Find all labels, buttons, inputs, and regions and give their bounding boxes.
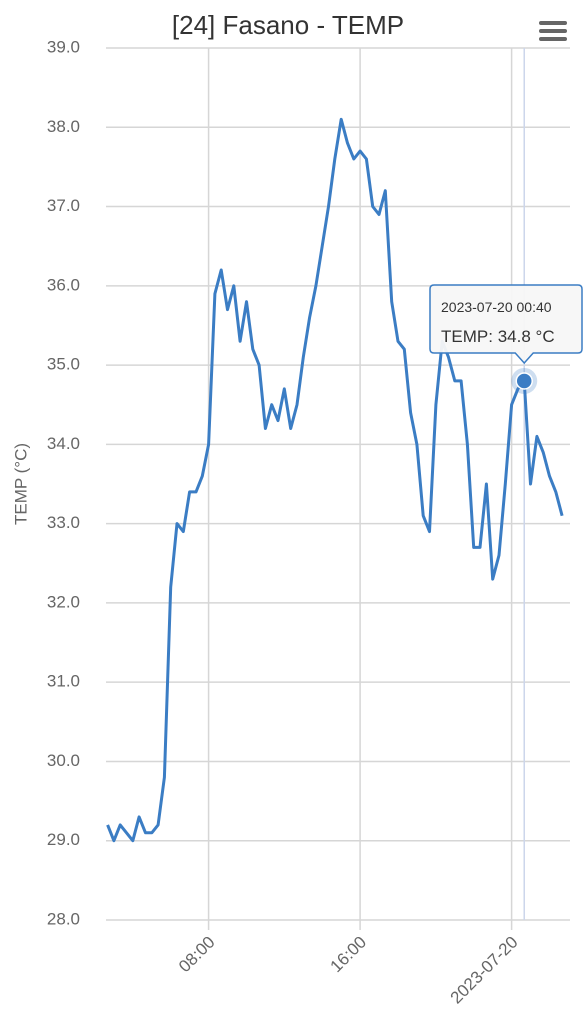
x-tick-label: 16:00 bbox=[327, 933, 371, 977]
chart-title: [24] Fasano - TEMP bbox=[172, 10, 404, 40]
x-tick-label: 2023-07-20 bbox=[447, 933, 522, 1008]
tooltip-box bbox=[429, 284, 583, 365]
y-tick-label: 35.0 bbox=[47, 355, 80, 374]
tooltip-series: TEMP bbox=[441, 327, 488, 346]
x-tick-label: 08:00 bbox=[175, 933, 219, 977]
tooltip-date: 2023-07-20 00:40 bbox=[441, 299, 552, 315]
y-tick-label: 36.0 bbox=[47, 275, 80, 294]
tooltip-value: TEMP: 34.8 °C bbox=[441, 327, 555, 346]
menu-bar bbox=[539, 29, 567, 33]
tooltip-number: 34.8 bbox=[498, 327, 531, 346]
hover-point bbox=[515, 372, 533, 390]
y-tick-label: 33.0 bbox=[47, 513, 80, 532]
menu-bar bbox=[539, 37, 567, 41]
y-tick-label: 38.0 bbox=[47, 117, 80, 136]
y-tick-label: 29.0 bbox=[47, 830, 80, 849]
menu-button[interactable] bbox=[539, 21, 567, 41]
tooltip: 2023-07-20 00:40 TEMP: 34.8 °C bbox=[429, 284, 583, 365]
tooltip-unit: °C bbox=[536, 327, 555, 346]
data-line bbox=[106, 117, 564, 843]
y-tick-label: 31.0 bbox=[47, 672, 80, 691]
y-axis-title: TEMP (°C) bbox=[11, 443, 30, 525]
tooltip-separator: : bbox=[488, 327, 497, 346]
y-tick-label: 32.0 bbox=[47, 592, 80, 611]
y-tick-label: 28.0 bbox=[47, 909, 80, 928]
y-tick-label: 30.0 bbox=[47, 751, 80, 770]
y-tick-label: 34.0 bbox=[47, 434, 80, 453]
y-tick-label: 37.0 bbox=[47, 196, 80, 215]
y-tick-label: 39.0 bbox=[47, 37, 80, 56]
menu-bar bbox=[539, 21, 567, 25]
